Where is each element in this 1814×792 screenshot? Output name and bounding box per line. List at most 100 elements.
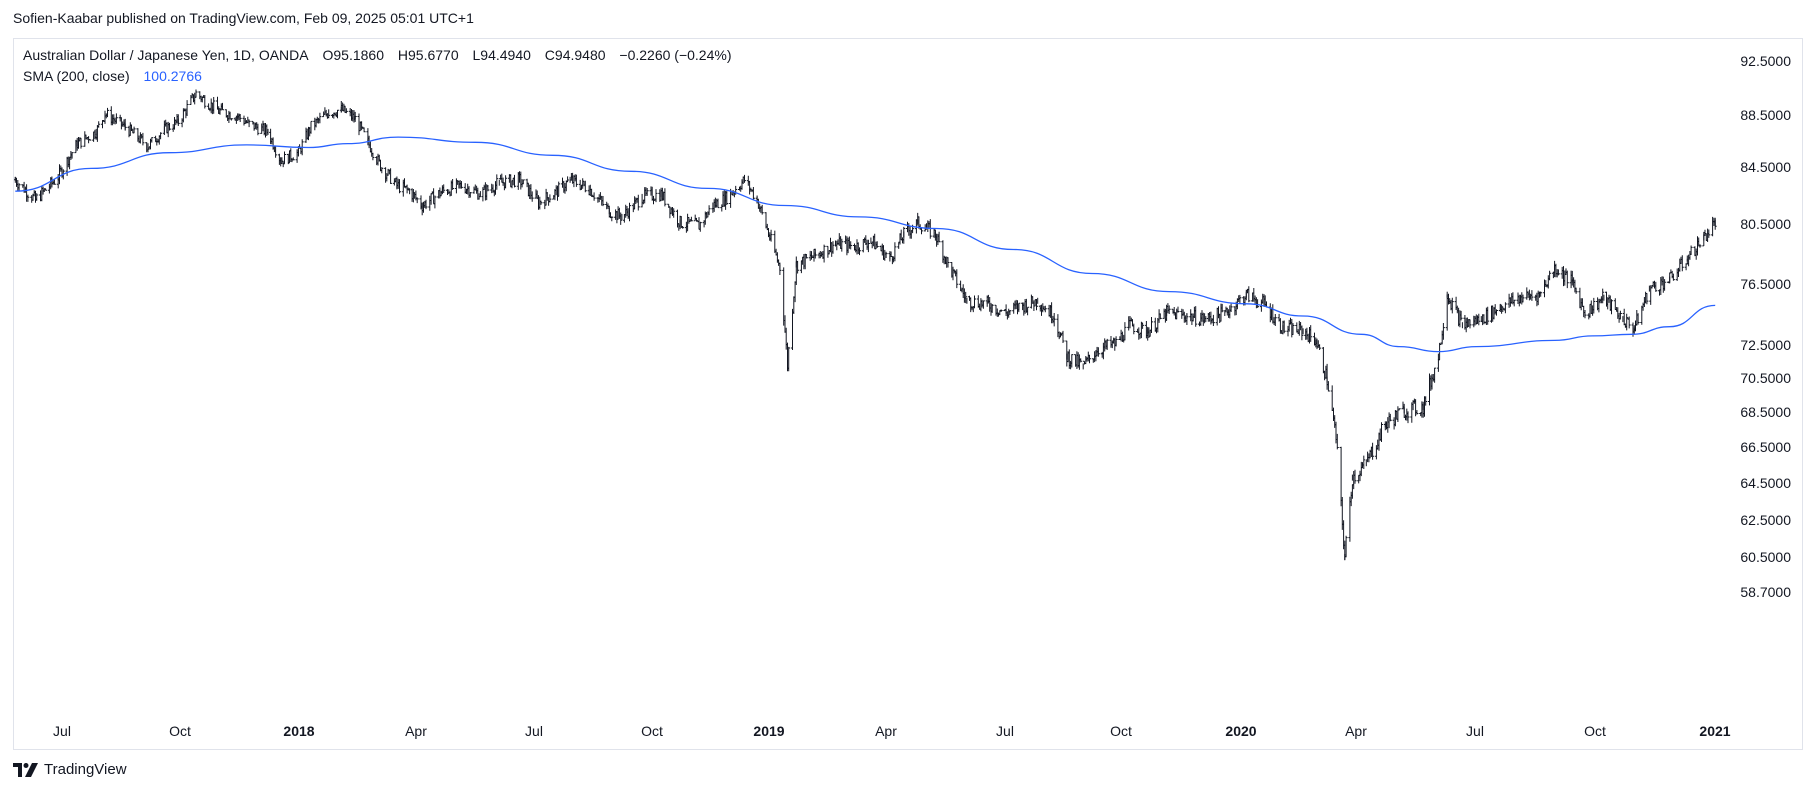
price-bar	[539, 200, 543, 205]
indicator-label[interactable]: SMA (200, close)	[23, 68, 130, 84]
price-bar	[1043, 305, 1047, 313]
price-bar	[619, 212, 623, 225]
high-value: H95.6770	[397, 47, 459, 63]
x-tick-label: 2019	[753, 723, 784, 739]
x-axis[interactable]: Jul Oct 2018 Apr Jul Oct 2019 Apr Jul Oct 2020 Apr J…	[53, 723, 1731, 739]
x-tick-label: Jul	[996, 723, 1014, 739]
price-bar	[1530, 290, 1534, 301]
x-tick-label: Jul	[525, 723, 543, 739]
price-bar	[654, 189, 658, 203]
price-bar	[1477, 313, 1481, 326]
price-bar	[1495, 309, 1498, 316]
price-bar	[97, 121, 101, 128]
y-tick-label: 64.5000	[1740, 475, 1791, 491]
y-tick-label: 76.5000	[1740, 276, 1791, 292]
x-tick-label: 2018	[283, 723, 314, 739]
price-bar	[1132, 323, 1136, 335]
x-tick-label: 2020	[1225, 723, 1256, 739]
y-tick-label: 92.5000	[1740, 53, 1791, 69]
price-bar	[1698, 244, 1702, 248]
price-bar	[141, 132, 145, 146]
x-tick-label: Oct	[641, 723, 663, 739]
price-bar	[1592, 297, 1596, 314]
price-bar	[1625, 313, 1629, 331]
price-bar	[1680, 255, 1684, 272]
price-bar	[698, 221, 702, 232]
price-bar	[1167, 305, 1171, 314]
chart-legend: Australian Dollar / Japanese Yen, 1D, OA…	[23, 45, 732, 87]
symbol-label[interactable]: Australian Dollar / Japanese Yen, 1D, OA…	[23, 47, 309, 63]
price-bar	[1321, 347, 1325, 374]
price-bar	[1052, 317, 1056, 327]
x-tick-label: 2021	[1699, 723, 1730, 739]
price-bar	[1330, 385, 1334, 411]
footer[interactable]: TradingView	[13, 761, 127, 778]
price-bar	[1353, 469, 1357, 484]
price-bar	[291, 157, 295, 161]
chart-frame[interactable]: 92.5000 88.5000 84.5000 80.5000 76.5000 72.50…	[13, 38, 1803, 750]
price-bar	[981, 300, 985, 309]
y-axis[interactable]: 92.5000 88.5000 84.5000 80.5000 76.5000 72.50…	[1740, 53, 1791, 600]
price-bar	[344, 108, 348, 114]
price-bar	[1689, 245, 1693, 255]
price-bar	[504, 175, 508, 189]
price-bar	[318, 112, 322, 124]
price-bar	[442, 184, 446, 193]
price-bar	[831, 241, 835, 254]
price-bar	[1158, 313, 1162, 320]
x-tick-label: Apr	[1345, 723, 1367, 739]
price-bar	[636, 194, 640, 211]
x-tick-label: Oct	[1584, 723, 1606, 739]
price-bar	[283, 151, 286, 165]
price-bar	[1380, 422, 1383, 442]
x-tick-label: Jul	[53, 723, 71, 739]
price-bar	[1433, 367, 1437, 383]
x-tick-label: Oct	[169, 723, 191, 739]
price-bar	[840, 238, 844, 252]
price-bar	[336, 109, 339, 119]
price-bar	[424, 199, 428, 210]
price-bar	[380, 167, 384, 174]
price-chart[interactable]: 92.5000 88.5000 84.5000 80.5000 76.5000 72.50…	[14, 39, 1804, 751]
price-bar	[858, 247, 861, 256]
tradingview-logo-icon	[13, 762, 38, 777]
price-bar	[1521, 294, 1525, 303]
price-bar	[495, 174, 499, 190]
price-bar	[1406, 411, 1410, 424]
sma-line	[15, 136, 1716, 353]
y-tick-label: 66.5000	[1740, 439, 1791, 455]
open-value: O95.1860	[322, 47, 385, 63]
price-bar	[451, 179, 455, 190]
price-bar	[26, 194, 30, 202]
price-series	[14, 89, 1717, 561]
price-bar	[1548, 270, 1552, 281]
legend-indicator-line: SMA (200, close) 100.2766	[23, 66, 732, 87]
price-bar	[185, 100, 189, 116]
price-bar	[645, 188, 649, 196]
price-bar	[875, 241, 879, 248]
price-bar	[513, 174, 516, 188]
price-bar	[920, 227, 923, 235]
price-bar	[1707, 229, 1711, 238]
price-bar	[787, 346, 791, 372]
price-bar	[468, 192, 472, 198]
price-bar	[1503, 302, 1507, 314]
y-tick-label: 62.5000	[1740, 512, 1791, 528]
x-tick-label: Oct	[1110, 723, 1132, 739]
price-bar	[1441, 323, 1445, 340]
price-bar	[866, 239, 870, 253]
price-bar	[973, 295, 976, 309]
price-bar	[17, 183, 21, 192]
price-bar	[530, 191, 534, 202]
price-bar	[751, 187, 755, 200]
price-bar	[1618, 310, 1622, 320]
y-tick-label: 60.5000	[1740, 549, 1791, 565]
price-bar	[999, 309, 1003, 312]
price-bar	[804, 254, 808, 259]
price-bar	[150, 137, 154, 143]
y-tick-label: 70.5000	[1740, 370, 1791, 386]
price-bar	[256, 123, 260, 136]
price-bar	[1512, 299, 1516, 307]
price-bar	[791, 308, 794, 350]
price-bar	[70, 152, 74, 159]
